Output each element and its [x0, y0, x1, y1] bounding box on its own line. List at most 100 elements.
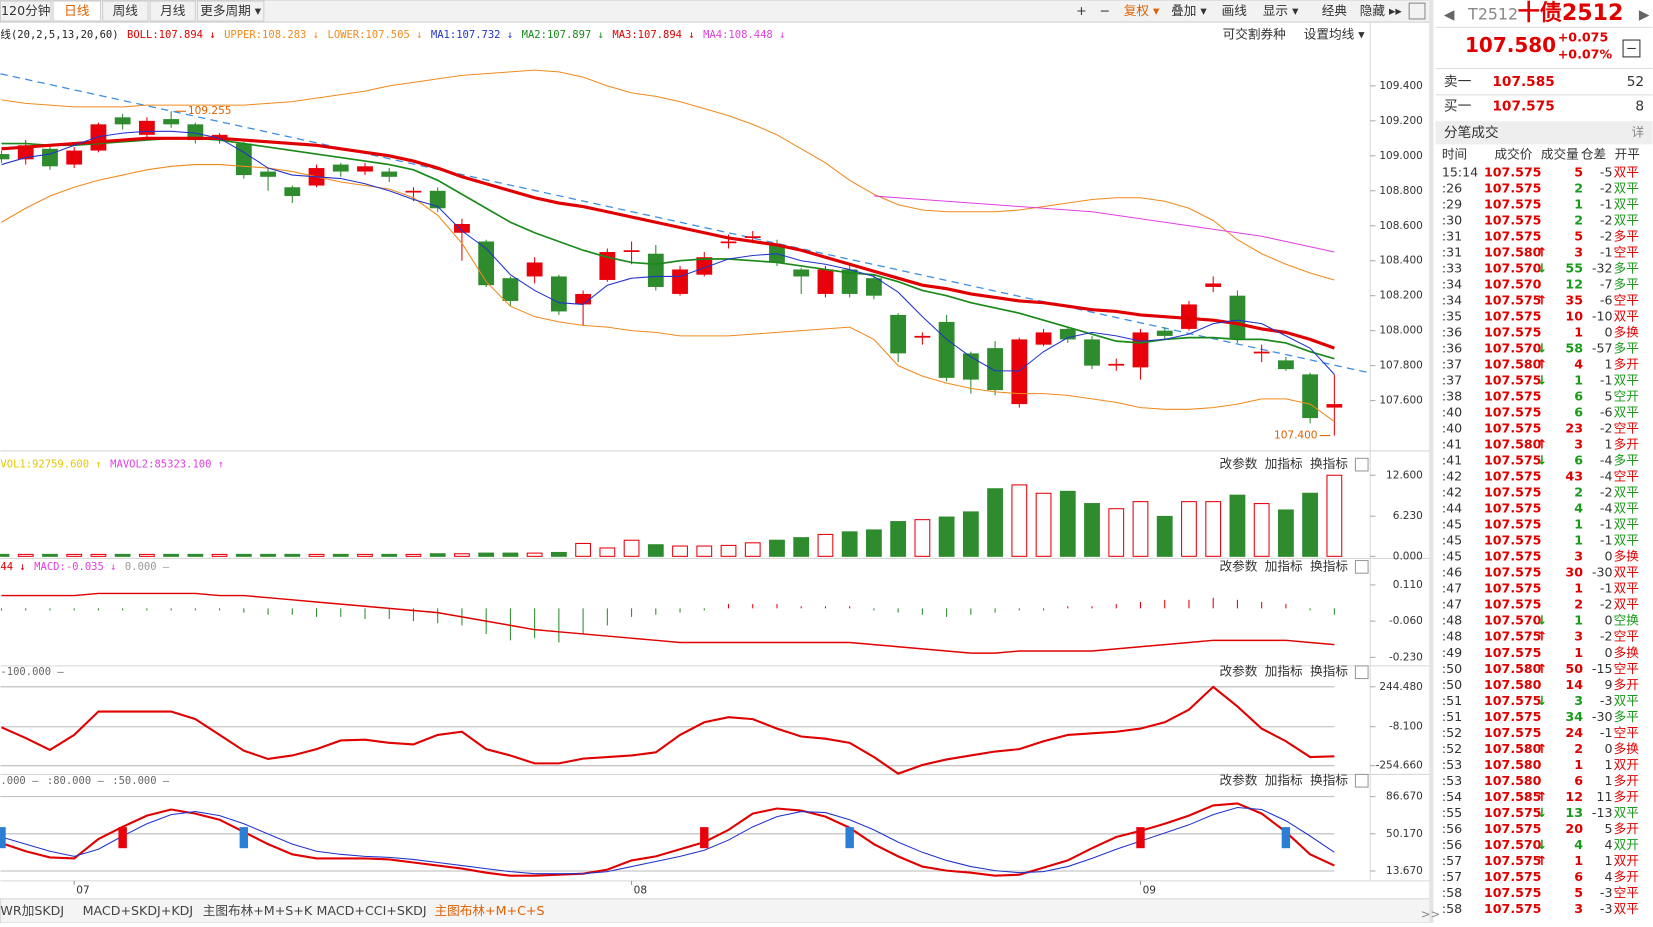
indicator-value: :50.000 –: [112, 775, 170, 787]
candle-body: [987, 348, 1003, 391]
tool-button[interactable]: 画线: [1222, 3, 1248, 18]
trade-price: 107.575: [1484, 901, 1542, 916]
trade-volume: 1: [1574, 757, 1583, 772]
code: T2512: [1467, 4, 1518, 23]
trade-volume: 1: [1574, 613, 1583, 628]
collapse-button[interactable]: [1622, 39, 1641, 58]
bottom-tab[interactable]: MACD+CCI+SKDJ: [317, 903, 427, 918]
panel-button[interactable]: 换指标: [1310, 664, 1348, 679]
indicator-line: [1, 592, 1335, 654]
trade-type: 空平: [1614, 725, 1639, 740]
next-arrow[interactable]: ▶: [1639, 7, 1650, 23]
period-tab[interactable]: [102, 0, 149, 22]
trades-header: [1435, 121, 1653, 145]
indicator-value: :80.000 –: [47, 775, 105, 787]
close-button[interactable]: [1354, 560, 1369, 574]
panel-button[interactable]: 改参数: [1220, 558, 1258, 573]
panel-button[interactable]: 换指标: [1310, 456, 1348, 471]
column-header: 成交量: [1541, 146, 1579, 161]
close-button[interactable]: [1354, 773, 1369, 788]
volume-bar: [90, 553, 107, 557]
trade-time: :48: [1442, 629, 1462, 644]
volume-bar: [1181, 501, 1197, 557]
trade-type: 空平: [1614, 244, 1639, 259]
trade-time: :36: [1442, 340, 1462, 355]
tool-button[interactable]: +: [1076, 3, 1087, 18]
tool-button[interactable]: 复权 ▾: [1124, 3, 1160, 18]
trade-type: 多换: [1614, 645, 1640, 660]
volume-bar: [720, 544, 737, 557]
bottom-tab[interactable]: 主图布林+M+S+K: [203, 903, 313, 918]
period-tab[interactable]: [52, 0, 102, 22]
trade-volume: 35: [1565, 292, 1583, 307]
tool-button[interactable]: 隐藏 ▸▸: [1360, 3, 1403, 18]
y-tick-label: 13.670: [1386, 865, 1423, 877]
indicator-value: MA1:107.732 ↓: [431, 29, 513, 41]
trades-detail[interactable]: 详: [1631, 124, 1644, 139]
panel-button[interactable]: 加指标: [1265, 456, 1303, 471]
link[interactable]: 可交割券种: [1223, 26, 1286, 41]
change-pct: +0.07%: [1558, 46, 1613, 61]
ask-volume: 52: [1627, 74, 1644, 90]
volume-bar: [623, 539, 640, 557]
trade-time: :57: [1442, 869, 1462, 884]
tool-button[interactable]: −: [1099, 3, 1110, 18]
bottom-tab[interactable]: 主图布林+M+C+S: [435, 903, 545, 918]
tool-button[interactable]: 叠加 ▾: [1171, 3, 1207, 18]
trade-time: :55: [1442, 805, 1462, 820]
panel-button[interactable]: 改参数: [1220, 456, 1258, 471]
trade-diff: 4: [1604, 869, 1612, 884]
volume-bar: [793, 537, 810, 557]
trade-time: :54: [1442, 789, 1462, 804]
panel-button[interactable]: 改参数: [1220, 772, 1258, 787]
fullscreen-button[interactable]: [1408, 2, 1426, 20]
volume-bar: [17, 553, 34, 557]
panel-button[interactable]: 换指标: [1310, 772, 1348, 787]
volume-bar: [235, 553, 252, 557]
period-label[interactable]: 更多周期 ▾: [200, 3, 262, 18]
panel-button[interactable]: 改参数: [1220, 664, 1258, 679]
trade-diff: -3: [1600, 885, 1613, 900]
period-label[interactable]: 月线: [160, 3, 186, 18]
period-label[interactable]: 日线: [64, 3, 90, 18]
tool-button[interactable]: 显示 ▾: [1263, 3, 1299, 18]
tool-button[interactable]: 经典: [1322, 3, 1348, 18]
period-label[interactable]: 120分钟: [1, 3, 50, 18]
period-label[interactable]: 周线: [113, 3, 139, 18]
panel-button[interactable]: 加指标: [1265, 664, 1303, 679]
close-button[interactable]: [1354, 457, 1369, 472]
volume-bar: [1277, 509, 1294, 557]
trade-diff: 1: [1604, 853, 1612, 868]
ask-price: 107.585: [1492, 74, 1554, 90]
trade-type: 空平: [1614, 629, 1639, 644]
panel-button[interactable]: 加指标: [1265, 772, 1303, 787]
panel-button[interactable]: 加指标: [1265, 558, 1303, 573]
trade-arrow: ↓: [1537, 340, 1548, 355]
trade-type: 空平: [1614, 885, 1639, 900]
y-tick-label: 244.480: [1379, 681, 1423, 693]
bottom-tab[interactable]: WR加SKDJ: [0, 903, 64, 918]
close-button[interactable]: [1354, 665, 1369, 680]
link[interactable]: 设置均线 ▾: [1304, 26, 1366, 41]
bottom-tab[interactable]: MACD+SKDJ+KDJ: [83, 903, 193, 918]
trade-price: 107.575: [1484, 292, 1542, 307]
trade-arrow: ↓: [1537, 260, 1548, 275]
y-tick-label: 109.400: [1379, 80, 1423, 92]
trade-type: 多开: [1614, 677, 1639, 692]
candle-body: [866, 278, 882, 296]
period-tab[interactable]: [149, 0, 196, 22]
trade-type: 双平: [1614, 693, 1639, 708]
prev-arrow[interactable]: ◀: [1444, 7, 1455, 23]
volume-bar: [1084, 503, 1100, 557]
trade-diff: -4: [1600, 453, 1613, 468]
period-tab[interactable]: [196, 0, 265, 22]
indicator-value: UPPER:108.283 ↓: [224, 29, 319, 41]
scroll-arrow[interactable]: >>: [1421, 907, 1440, 921]
trade-diff: -57: [1592, 340, 1613, 355]
trade-type: 双平: [1614, 805, 1639, 820]
period-tab[interactable]: [0, 0, 52, 22]
panel-button[interactable]: 换指标: [1310, 558, 1348, 573]
annotation: 107.400: [1274, 430, 1318, 442]
column-header: 仓差: [1581, 146, 1606, 161]
